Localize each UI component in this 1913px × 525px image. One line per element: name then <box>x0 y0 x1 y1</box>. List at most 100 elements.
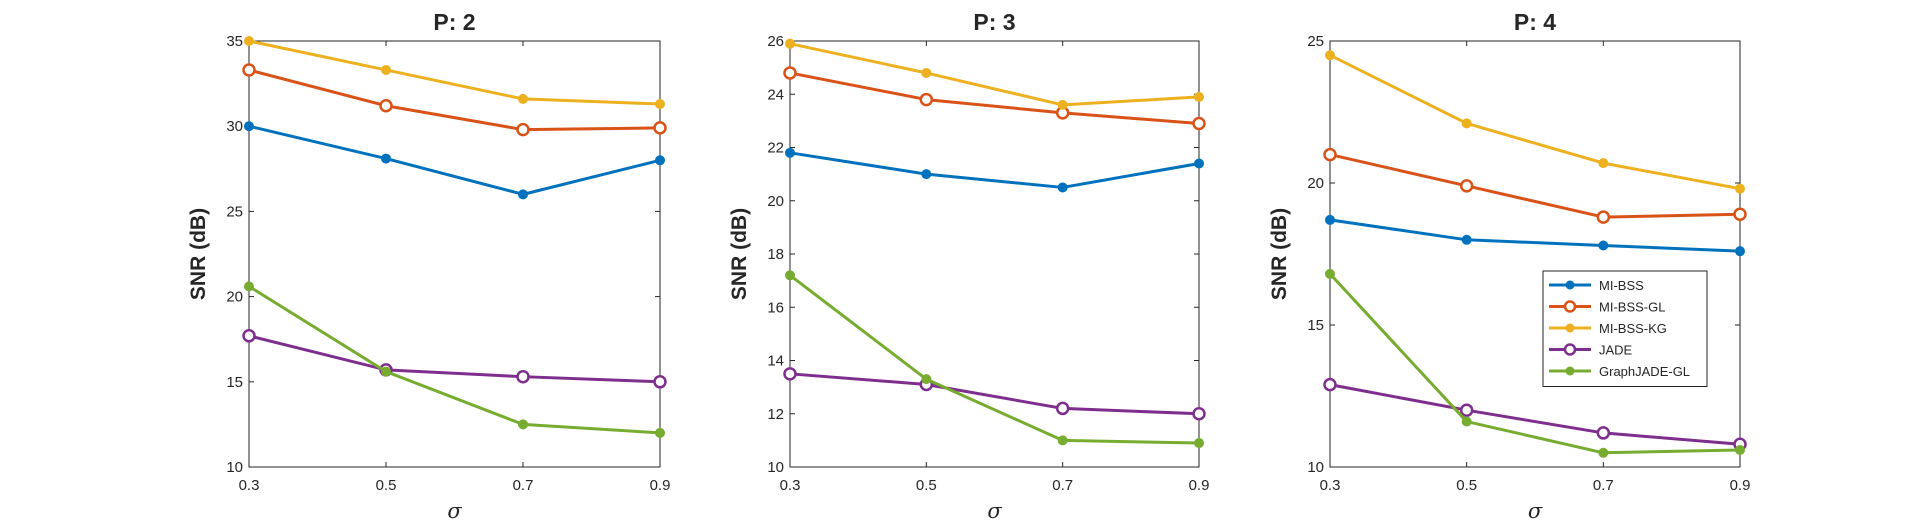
data-point <box>1194 91 1204 102</box>
data-point <box>1323 377 1337 392</box>
data-point <box>785 147 795 158</box>
data-point <box>1596 426 1611 440</box>
x-tick-label: 0.5 <box>376 477 397 494</box>
series-graphjade-gl <box>244 281 665 438</box>
y-tick-label: 25 <box>226 203 243 220</box>
y-tick-label: 12 <box>767 406 784 423</box>
data-point <box>1057 182 1068 193</box>
data-point <box>655 155 665 166</box>
data-point <box>919 92 934 107</box>
data-point <box>518 419 528 430</box>
x-axis-label: σ <box>447 499 462 523</box>
data-point <box>1192 116 1206 131</box>
chart-title: P: 2 <box>433 9 475 35</box>
legend-marker <box>1563 343 1577 356</box>
data-point <box>242 329 256 343</box>
y-tick-label: 10 <box>226 459 243 476</box>
legend-label: MI-BSS <box>1599 278 1644 293</box>
series-line <box>1329 218 1741 253</box>
data-point <box>1325 50 1335 61</box>
data-point <box>1459 179 1474 193</box>
series-line <box>1329 53 1741 191</box>
legend-label: MI-BSS-GL <box>1599 300 1665 315</box>
series-line <box>789 42 1200 107</box>
x-tick-label: 0.9 <box>1730 477 1751 494</box>
y-tick-label: 10 <box>1307 459 1324 476</box>
plot-area <box>1329 40 1741 468</box>
x-tick-label: 0.3 <box>780 477 801 494</box>
data-point <box>1735 183 1745 194</box>
series-line <box>248 334 661 384</box>
series-graphjade-gl <box>1325 268 1745 458</box>
data-point <box>785 270 795 281</box>
y-axis-label: SNR (dB) <box>187 208 210 300</box>
series-mi-bss-kg <box>785 38 1204 110</box>
data-point <box>921 67 932 78</box>
plot-area <box>248 40 661 468</box>
legend: MI-BSS MI-BSS-GL MI-BSS-KG JADE GraphJADE-GL <box>1542 270 1708 387</box>
y-tick-label: 15 <box>1307 317 1324 334</box>
y-tick-label: 26 <box>767 33 784 50</box>
series-line <box>789 274 1200 445</box>
data-point <box>1055 401 1070 416</box>
series-line <box>1328 272 1741 455</box>
y-tick-label: 15 <box>226 374 243 391</box>
x-tick-label: 0.9 <box>650 477 671 494</box>
data-point <box>1598 447 1609 458</box>
data-point <box>381 366 391 377</box>
x-tick-label: 0.7 <box>1052 477 1073 494</box>
data-point <box>1735 444 1745 455</box>
data-point <box>379 99 393 113</box>
data-point <box>516 369 530 384</box>
data-point <box>1323 147 1337 162</box>
data-point <box>381 64 391 75</box>
legend-marker <box>1565 366 1575 376</box>
data-point <box>1598 158 1609 169</box>
series-line <box>248 68 661 132</box>
y-axis-label: SNR (dB) <box>1268 208 1291 300</box>
data-point <box>381 153 391 164</box>
x-axis-label: σ <box>1528 499 1543 523</box>
legend-label: GraphJADE-GL <box>1599 364 1690 379</box>
series-mi-bss-kg <box>244 36 665 110</box>
data-point <box>1325 214 1335 225</box>
x-axis-label: σ <box>987 499 1002 523</box>
data-point <box>1733 207 1747 221</box>
series-line <box>1329 153 1741 219</box>
y-tick-label: 20 <box>226 289 243 306</box>
data-point <box>653 375 667 389</box>
data-point <box>1192 407 1206 421</box>
series-line <box>248 285 661 435</box>
series-mi-bss <box>1325 214 1745 257</box>
chart-title: P: 3 <box>973 9 1015 35</box>
data-point <box>1194 158 1204 169</box>
y-tick-label: 10 <box>767 459 784 476</box>
series-mi-bss <box>785 147 1204 193</box>
x-tick-label: 0.7 <box>513 477 534 494</box>
series-line <box>248 39 661 106</box>
series-mi-bss <box>244 121 665 200</box>
y-tick-label: 30 <box>226 118 243 135</box>
data-point <box>1459 403 1474 417</box>
data-point <box>244 36 254 46</box>
data-point <box>1057 99 1068 110</box>
legend-marker <box>1565 323 1575 333</box>
data-point <box>655 427 665 438</box>
data-point <box>653 121 667 135</box>
data-point <box>1057 435 1068 446</box>
x-tick-label: 0.7 <box>1593 477 1614 494</box>
legend-marker <box>1563 300 1577 313</box>
x-tick-label: 0.5 <box>1456 477 1477 494</box>
data-point <box>244 281 254 292</box>
series-line <box>248 124 661 196</box>
data-point <box>921 374 932 385</box>
data-point <box>1194 438 1204 449</box>
series-graphjade-gl <box>785 270 1204 449</box>
y-tick-label: 25 <box>1307 33 1324 50</box>
data-point <box>1596 210 1611 224</box>
chart-title: P: 4 <box>1514 9 1556 35</box>
y-tick-label: 24 <box>767 86 784 103</box>
data-point <box>244 121 254 132</box>
legend-label: MI-BSS-KG <box>1599 321 1667 336</box>
